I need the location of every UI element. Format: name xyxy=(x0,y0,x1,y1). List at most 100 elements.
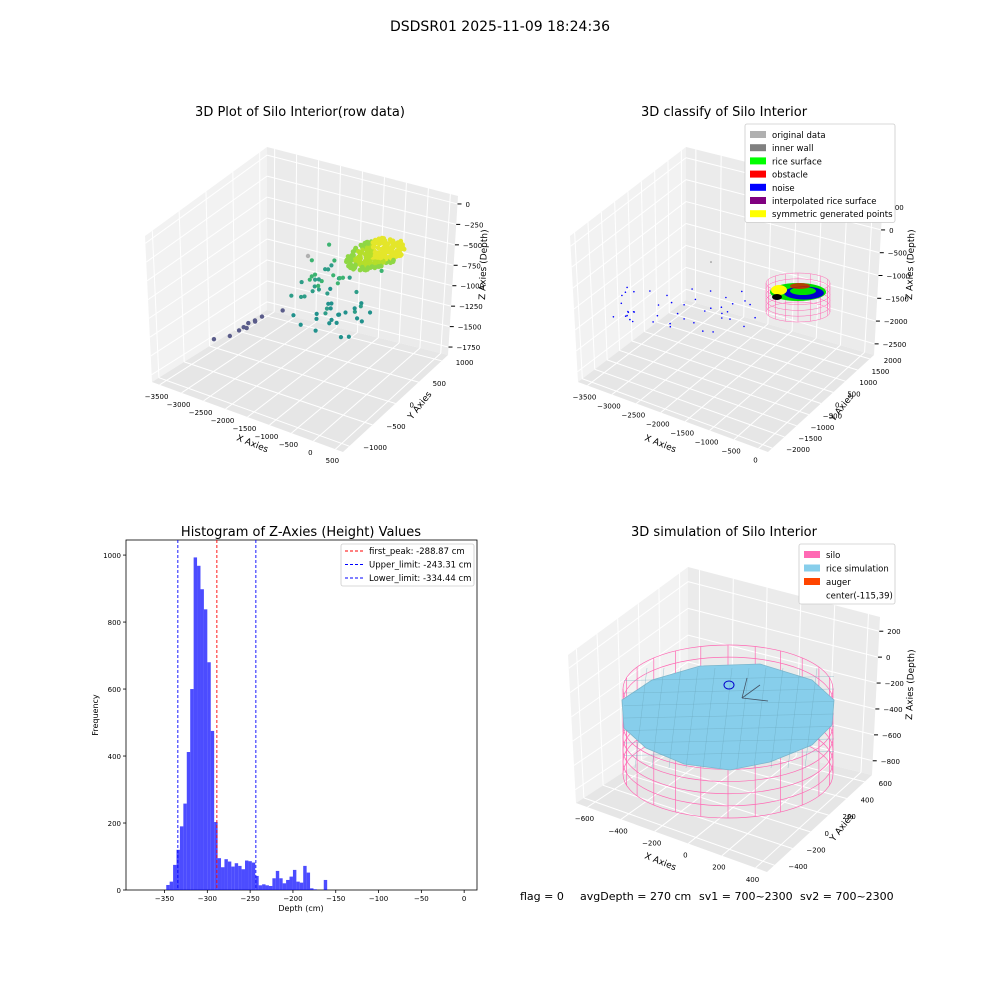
z-axis-label: Z Axies (Depth) xyxy=(905,229,917,300)
noise-point xyxy=(666,294,668,297)
tick-labels: −3500−3000−2500−2000−1500−1000−5000−2000… xyxy=(573,204,911,464)
rice-simulation xyxy=(621,663,835,771)
histogram-bar xyxy=(251,862,256,890)
data-point xyxy=(374,238,380,244)
data-point xyxy=(372,259,378,265)
rice-mesh-line xyxy=(804,667,818,769)
histogram-bar xyxy=(200,589,204,890)
z-tick-label: −1500 xyxy=(885,295,909,303)
x-tick-label: −350 xyxy=(155,895,174,903)
noise-point xyxy=(683,318,685,320)
rice-surface xyxy=(790,287,816,295)
grid-line xyxy=(232,171,236,331)
histogram-bar xyxy=(190,689,194,890)
data-point xyxy=(379,268,384,273)
data-point xyxy=(312,272,318,277)
data-point xyxy=(310,289,315,294)
histogram-bar xyxy=(238,865,242,890)
x-tick-label: 200 xyxy=(712,864,725,872)
histogram-bar xyxy=(203,609,208,890)
grid-line xyxy=(145,175,268,263)
data-point xyxy=(323,311,328,316)
z-tick-label: −250 xyxy=(464,221,483,229)
noise-point xyxy=(721,317,723,319)
grid-line xyxy=(687,756,797,844)
grid-line xyxy=(755,771,862,869)
grid-line xyxy=(571,634,689,718)
symmetric-points xyxy=(771,285,787,295)
data-point xyxy=(396,253,401,258)
data-point xyxy=(389,244,395,250)
data-point xyxy=(352,309,357,314)
z-tick-label: −400 xyxy=(883,706,902,714)
legend-label: center(-115,39) xyxy=(826,592,893,602)
noise-point xyxy=(683,304,685,306)
noise-point xyxy=(709,290,712,292)
y-tick-label: 0 xyxy=(410,402,414,410)
histogram-bar xyxy=(241,869,245,890)
histogram-bar xyxy=(323,879,328,890)
grid-line xyxy=(656,321,846,382)
x-tick-label: −3000 xyxy=(167,401,191,409)
data-point xyxy=(352,306,357,311)
grid-line xyxy=(575,266,687,352)
data-point xyxy=(347,275,352,280)
panel-title: Histogram of Z-Axies (Height) Values xyxy=(181,525,421,540)
grid-line xyxy=(158,377,350,447)
tick-labels: −3500−3000−2500−2000−1500−1000−5000500−1… xyxy=(145,201,484,465)
data-point xyxy=(359,319,364,324)
grid-line xyxy=(266,280,450,328)
noise-point xyxy=(669,322,671,325)
data-point xyxy=(378,255,384,260)
noise-point xyxy=(627,311,630,314)
data-point xyxy=(299,279,304,285)
legend-box xyxy=(744,123,896,223)
grid-line xyxy=(687,634,877,684)
grid-line xyxy=(606,359,797,427)
x-tick-label: −3500 xyxy=(145,393,169,401)
data-point xyxy=(280,308,285,313)
data-point xyxy=(313,277,318,282)
grid-line xyxy=(148,238,268,319)
histogram-bar xyxy=(303,865,307,890)
data-point xyxy=(291,313,296,318)
noise-point xyxy=(670,301,673,304)
y-tick-label: −1000 xyxy=(811,424,835,432)
histogram-bar xyxy=(286,879,290,890)
x-tick-label: 0 xyxy=(753,457,757,465)
data-point xyxy=(316,287,322,292)
grid-line xyxy=(573,223,687,310)
histogram-bar xyxy=(268,885,273,890)
x-tick-label: −3500 xyxy=(573,394,597,402)
noise-point xyxy=(624,315,627,318)
legend-label: inner wall xyxy=(772,144,813,154)
y-tick-label: 1500 xyxy=(872,368,890,376)
center-marker xyxy=(723,680,735,690)
x-tick-label: −150 xyxy=(326,895,345,903)
y-tick-label: 200 xyxy=(108,820,121,828)
rice-mesh-line xyxy=(719,667,733,769)
x-tick-label: −2000 xyxy=(211,417,235,425)
grid-line xyxy=(294,154,298,317)
data-point xyxy=(336,312,342,317)
data-points xyxy=(211,235,407,342)
grid-line xyxy=(234,329,419,383)
x-tick-label: −250 xyxy=(241,895,260,903)
grid-line xyxy=(266,301,449,348)
histogram-bar xyxy=(214,822,218,890)
y-axis-label: Y Axies xyxy=(828,392,857,425)
data-point xyxy=(382,238,388,244)
data-point xyxy=(328,306,333,311)
grid-line xyxy=(574,245,687,331)
histogram-bar xyxy=(258,885,263,890)
data-point xyxy=(375,245,381,251)
data-point xyxy=(324,306,330,311)
grid-line xyxy=(571,179,687,268)
grid-line xyxy=(146,196,268,282)
y-tick-label: 400 xyxy=(108,753,121,761)
data-point xyxy=(357,252,363,258)
data-point xyxy=(354,316,360,321)
histogram-bar xyxy=(306,872,311,890)
data-point xyxy=(387,237,393,243)
